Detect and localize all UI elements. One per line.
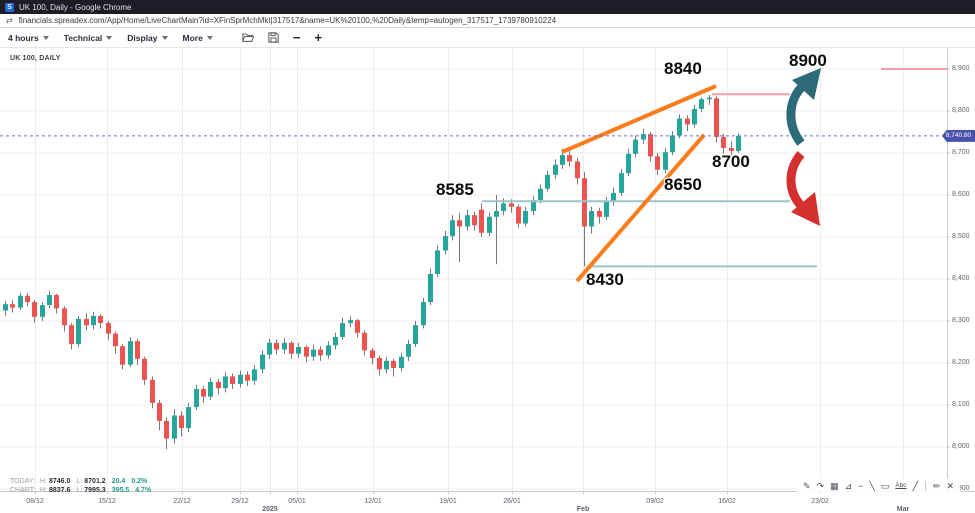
price-annotation-label[interactable]: 8430 [586, 270, 624, 289]
time-axis-label: 09/02 [646, 498, 664, 505]
time-axis-label: 2025 [262, 506, 278, 513]
down-curved-arrow[interactable] [786, 151, 820, 226]
trend-angle-icon[interactable]: ⊿ [844, 480, 853, 491]
price-axis-label: 8,300 [952, 317, 970, 324]
price-annotation-label[interactable]: 8900 [789, 51, 827, 70]
horizontal-line-icon[interactable]: − [858, 480, 864, 491]
chart-area[interactable]: UK 100, DAILY 8,900 8,800 8,700 8,600 8,500 8… [0, 48, 975, 513]
price-axis-label: 8,100 [952, 401, 970, 408]
price-axis-label: 8,200 [952, 359, 970, 366]
price-annotation-label[interactable]: 8585 [436, 180, 474, 199]
chevron-down-icon [106, 35, 113, 40]
price-axis-label: 8,400 [952, 275, 970, 282]
price-axis-label: 8,000 [952, 443, 970, 450]
text-tool-icon[interactable]: Abc [895, 481, 907, 489]
price-axis-label: 8,700 [952, 149, 970, 156]
zoom-in-icon[interactable]: + [314, 29, 323, 45]
candles [3, 95, 741, 450]
time-axis-label: 16/02 [718, 498, 736, 505]
time-axis-label: 12/01 [364, 498, 382, 505]
zoom-out-icon[interactable]: − [292, 29, 301, 45]
window-title: UK 100, Daily - Google Chrome [19, 2, 132, 12]
price-axis-label: 8,600 [952, 191, 970, 198]
more-dropdown[interactable]: More [183, 33, 213, 43]
ray-icon[interactable]: ╱ [912, 480, 918, 491]
url-bar[interactable]: ⇄ financials.spreadex.com/App/Home/LiveC… [0, 14, 975, 28]
curved-arrow-icon[interactable]: ↷ [816, 480, 825, 491]
close-icon[interactable]: ✕ [946, 480, 955, 491]
time-axis-label: Feb [576, 506, 590, 513]
up-curved-arrow[interactable] [786, 68, 821, 146]
chevron-down-icon [161, 35, 168, 40]
timeframe-dropdown[interactable]: 4 hours [8, 33, 49, 43]
time-axis-label: 15/12 [98, 498, 116, 505]
separator [924, 480, 926, 491]
price-annotation-label[interactable]: 8840 [664, 59, 702, 78]
grid-icon[interactable]: ▦ [830, 480, 839, 491]
price-chart-canvas[interactable] [0, 48, 975, 513]
current-price-badge: 8,740.80 [942, 129, 975, 142]
drawing-toolbar: ✎ ↷ ▦ ⊿ − ╲ ▭ Abc ╱ ✏ ✕ [797, 478, 961, 493]
chevron-down-icon [206, 35, 213, 40]
time-axis-label: 29/12 [231, 498, 249, 505]
technical-dropdown[interactable]: Technical [64, 33, 113, 43]
price-axis-label: 8,900 [952, 65, 970, 72]
time-axis-label: 22/12 [173, 498, 191, 505]
open-folder-icon[interactable] [242, 32, 254, 43]
rectangle-icon[interactable]: ▭ [880, 480, 890, 491]
site-info-icon[interactable]: ⇄ [6, 16, 13, 25]
time-axis-label: Mar [896, 506, 910, 513]
chart-toolbar: 4 hours Technical Display More − + [0, 28, 975, 48]
pencil-icon[interactable]: ✏ [932, 480, 941, 491]
price-annotation-label[interactable]: 8650 [664, 175, 702, 194]
spreadex-app-icon: S [5, 2, 14, 12]
display-dropdown[interactable]: Display [127, 33, 168, 43]
time-axis-label: 08/12 [26, 498, 44, 505]
time-axis-label: 05/01 [288, 498, 306, 505]
time-axis-label: 26/01 [503, 498, 521, 505]
symbol-label: UK 100, DAILY [10, 55, 61, 62]
time-axis-label: 23/02 [811, 498, 829, 505]
time-axis-label: 19/01 [439, 498, 457, 505]
price-axis-label: 8,800 [952, 107, 970, 114]
save-icon[interactable] [268, 32, 279, 43]
price-axis-label: 7,900 [952, 485, 970, 492]
status-row: CHART: H: 8837.6 L: 7995.3 395.5 4.7% [10, 487, 152, 494]
url-text[interactable]: financials.spreadex.com/App/Home/LiveCha… [18, 16, 557, 25]
pointer-pen-icon[interactable]: ✎ [803, 480, 811, 491]
status-row: TODAY: H: 8746.0 L: 8701.2 20.4 0.2% [10, 478, 148, 485]
diagonal-line-icon[interactable]: ╲ [869, 480, 875, 491]
price-annotation-label[interactable]: 8700 [712, 152, 750, 171]
price-axis-label: 8,500 [952, 233, 970, 240]
chevron-down-icon [42, 35, 49, 40]
window-titlebar: S UK 100, Daily - Google Chrome [0, 0, 975, 14]
